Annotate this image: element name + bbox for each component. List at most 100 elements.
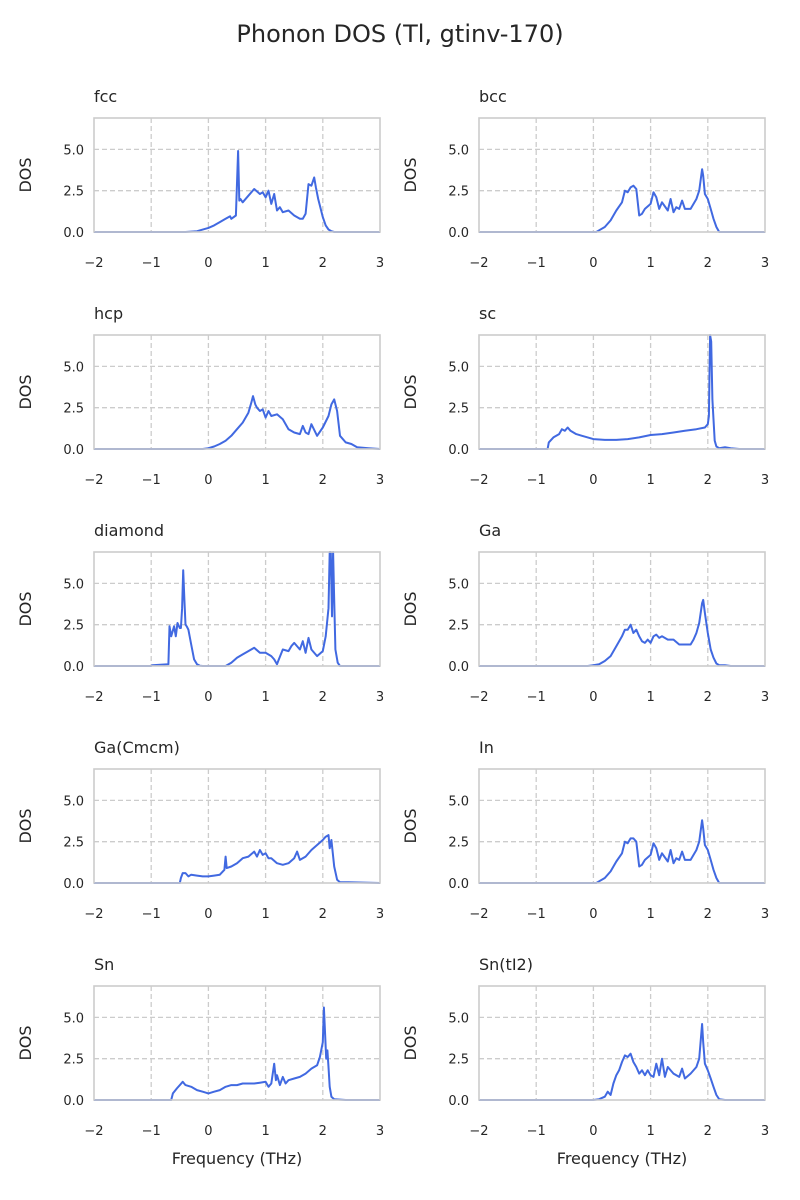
y-tick-label: 2.5 (63, 836, 84, 851)
y-tick-label: 2.5 (448, 185, 469, 200)
x-tick-label: −1 (142, 473, 161, 488)
dos-series-line (479, 819, 765, 884)
y-tick-label: 0.0 (448, 877, 469, 892)
x-tick-label: 3 (761, 690, 769, 705)
x-tick-label: −2 (469, 256, 488, 271)
x-tick-label: 0 (204, 907, 212, 922)
x-tick-label: 2 (704, 256, 712, 271)
x-tick-label: −1 (527, 907, 546, 922)
chart-panel: −2 −1 0 1 2 3 0.0 2.5 5.0 diamond DOS (16, 521, 384, 705)
x-tick-label: 1 (261, 690, 269, 705)
y-axis-label: DOS (401, 808, 420, 843)
x-tick-label: −2 (469, 1124, 488, 1139)
plot-frame (93, 551, 381, 667)
y-tick-label: 2.5 (63, 1053, 84, 1068)
plot-frame (93, 768, 381, 884)
dos-series-line (479, 1023, 765, 1101)
y-tick-label: 0.0 (448, 1094, 469, 1109)
x-tick-label: 0 (204, 690, 212, 705)
chart-panel: −2 −1 0 1 2 3 0.0 2.5 5.0 Ga DOS (401, 521, 769, 705)
x-tick-label: −1 (142, 690, 161, 705)
panel-title: bcc (479, 87, 507, 106)
x-axis-label: Frequency (THz) (172, 1149, 302, 1168)
y-tick-label: 0.0 (448, 443, 469, 458)
y-tick-label: 5.0 (448, 794, 469, 809)
panel-title: hcp (94, 304, 123, 323)
y-tick-label: 5.0 (448, 1011, 469, 1026)
x-tick-label: 3 (376, 907, 384, 922)
x-tick-label: 3 (761, 473, 769, 488)
x-tick-label: −2 (469, 907, 488, 922)
x-tick-label: −2 (84, 690, 103, 705)
chart-panel: −2 −1 0 1 2 3 0.0 2.5 5.0 Sn(tI2) DOS Frequency (TH… (401, 955, 769, 1168)
chart-panel: −2 −1 0 1 2 3 0.0 2.5 5.0 Ga(Cmcm) DOS (16, 738, 384, 922)
x-tick-label: −2 (84, 473, 103, 488)
plot-frame (93, 117, 381, 233)
x-tick-label: −2 (469, 473, 488, 488)
dos-series-line (94, 834, 381, 884)
y-tick-label: 0.0 (63, 877, 84, 892)
x-tick-label: 2 (704, 907, 712, 922)
x-tick-label: −1 (142, 256, 161, 271)
y-tick-label: 5.0 (448, 360, 469, 375)
x-tick-label: −1 (527, 256, 546, 271)
x-tick-label: −1 (527, 690, 546, 705)
dos-series-line (94, 395, 381, 450)
x-tick-label: −2 (84, 1124, 103, 1139)
x-tick-label: 3 (761, 256, 769, 271)
y-tick-label: 5.0 (63, 360, 84, 375)
x-tick-label: 2 (319, 256, 327, 271)
panel-title: In (479, 738, 494, 757)
figure-title: Phonon DOS (Tl, gtinv-170) (236, 20, 564, 48)
y-tick-label: 5.0 (63, 1011, 84, 1026)
x-tick-label: 1 (646, 907, 654, 922)
y-tick-label: 0.0 (63, 1094, 84, 1109)
y-tick-label: 5.0 (63, 143, 84, 158)
y-axis-label: DOS (401, 157, 420, 192)
x-tick-label: 2 (319, 1124, 327, 1139)
dos-series-line (94, 551, 380, 667)
panel-title: fcc (94, 87, 117, 106)
y-tick-label: 2.5 (63, 619, 84, 634)
x-tick-label: 1 (646, 1124, 654, 1139)
panel-title: sc (479, 304, 496, 323)
x-tick-label: 3 (376, 1124, 384, 1139)
y-axis-label: DOS (16, 1025, 35, 1060)
y-tick-label: 2.5 (448, 836, 469, 851)
plot-frame (478, 117, 766, 233)
chart-panel: −2 −1 0 1 2 3 0.0 2.5 5.0 fcc DOS (16, 87, 384, 271)
y-tick-label: 2.5 (63, 402, 84, 417)
x-tick-label: 0 (589, 256, 597, 271)
y-tick-label: 5.0 (448, 143, 469, 158)
x-tick-label: 3 (376, 690, 384, 705)
y-axis-label: DOS (401, 374, 420, 409)
plot-frame (478, 985, 766, 1101)
x-tick-label: 2 (319, 907, 327, 922)
x-tick-label: 0 (204, 256, 212, 271)
dos-series-line (479, 598, 765, 667)
y-tick-label: 2.5 (448, 1053, 469, 1068)
chart-panel: −2 −1 0 1 2 3 0.0 2.5 5.0 sc DOS (401, 304, 769, 488)
x-tick-label: 2 (319, 690, 327, 705)
x-tick-label: −2 (84, 256, 103, 271)
dos-series-line (94, 150, 380, 233)
x-tick-label: −2 (84, 907, 103, 922)
panel-title: Ga (479, 521, 501, 540)
panel-title: Sn(tI2) (479, 955, 533, 974)
dos-series-line (94, 1006, 380, 1101)
y-tick-label: 5.0 (63, 577, 84, 592)
x-tick-label: 2 (319, 473, 327, 488)
panel-title: Ga(Cmcm) (94, 738, 180, 757)
x-tick-label: 1 (261, 907, 269, 922)
x-tick-label: 0 (204, 1124, 212, 1139)
panel-title: diamond (94, 521, 164, 540)
x-tick-label: 3 (376, 473, 384, 488)
plot-frame (93, 985, 381, 1101)
chart-panel: −2 −1 0 1 2 3 0.0 2.5 5.0 Sn DOS Frequency (THz) (16, 955, 384, 1168)
y-tick-label: 0.0 (63, 660, 84, 675)
x-tick-label: −1 (527, 1124, 546, 1139)
y-tick-label: 0.0 (63, 443, 84, 458)
x-tick-label: 2 (704, 473, 712, 488)
y-axis-label: DOS (401, 1025, 420, 1060)
